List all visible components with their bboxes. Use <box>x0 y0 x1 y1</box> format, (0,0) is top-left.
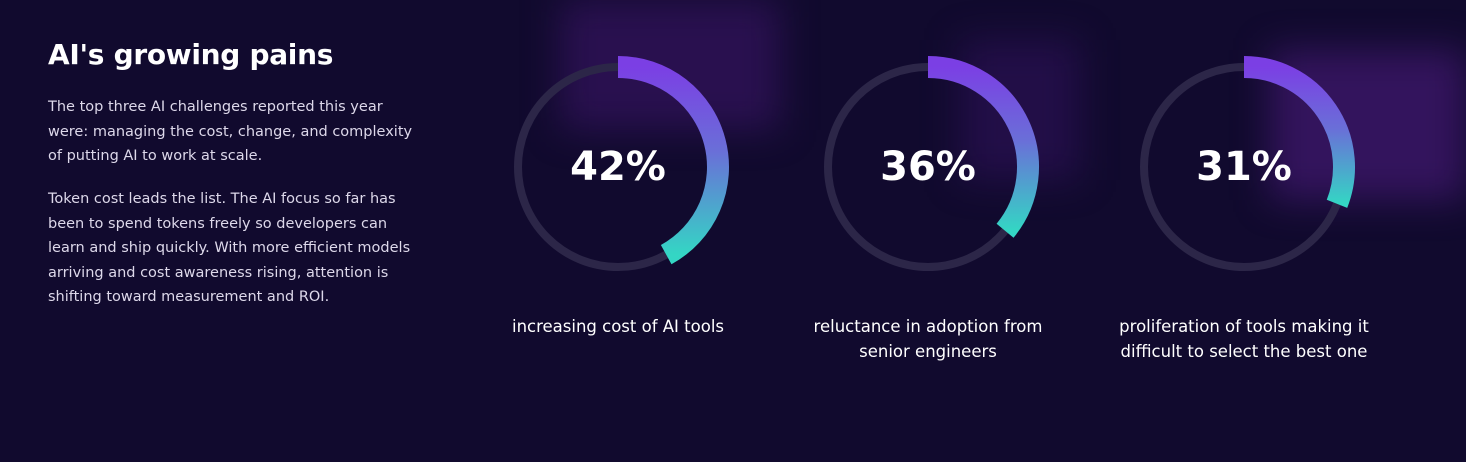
paragraph: Token cost leads the list. The AI focus … <box>48 191 411 305</box>
value-label: 36% <box>880 144 976 190</box>
donut-arc <box>927 56 1039 238</box>
value-label: 42% <box>570 144 666 190</box>
caption: reluctance in adoption from senior engin… <box>813 317 1043 361</box>
donut-arc <box>617 56 729 265</box>
paragraph: The top three AI challenges reported thi… <box>48 99 413 164</box>
value-label: 31% <box>1196 144 1292 190</box>
donut-arc <box>1243 56 1355 208</box>
caption: increasing cost of AI tools <box>511 317 725 336</box>
title: AI's growing pains <box>48 38 334 71</box>
caption: proliferation of tools making it difficu… <box>1119 317 1369 361</box>
